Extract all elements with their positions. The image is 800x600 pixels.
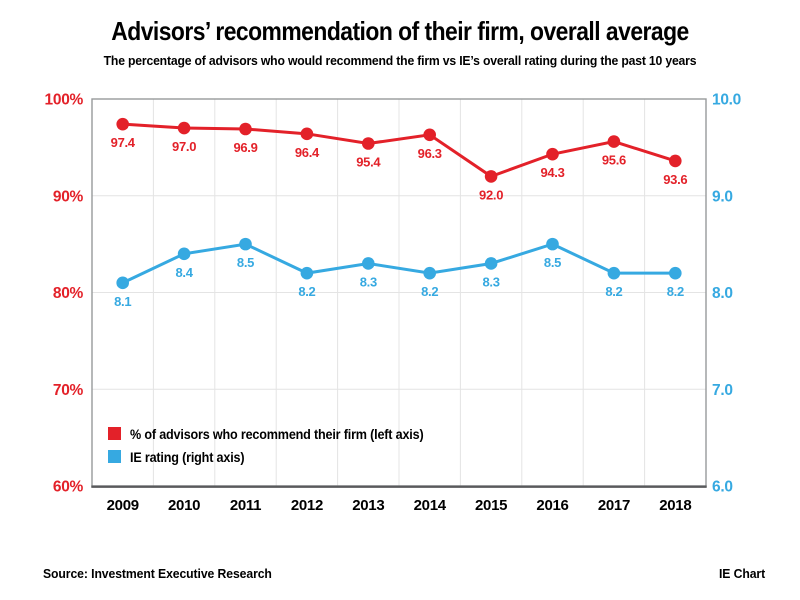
left-axis-tick-label: 70%	[53, 382, 84, 399]
data-point-label: 8.3	[483, 274, 500, 289]
data-point-label: 95.4	[356, 155, 381, 170]
legend-label: IE rating (right axis)	[130, 448, 245, 465]
chart-subtitle: The percentage of advisors who would rec…	[103, 53, 697, 68]
right-axis-tick-label: 7.0	[712, 382, 733, 399]
credit-text: IE Chart	[718, 566, 765, 581]
data-point	[669, 266, 682, 280]
data-point-label: 94.3	[540, 165, 564, 180]
data-point	[423, 266, 437, 280]
data-point-label: 8.2	[421, 284, 438, 299]
right-axis-tick-label: 10.0	[712, 92, 741, 109]
legend-item-recommend: % of advisors who recommend their firm (…	[108, 424, 456, 443]
data-point-label: 8.3	[360, 274, 377, 289]
data-point	[546, 147, 559, 161]
data-point	[607, 266, 621, 280]
data-point	[177, 121, 191, 135]
data-point	[177, 247, 191, 261]
data-point	[116, 117, 129, 131]
data-point-label: 8.2	[667, 284, 684, 299]
chart-legend: % of advisors who recommend their firm (…	[108, 424, 456, 470]
legend-item-ie-rating: IE rating (right axis)	[108, 447, 456, 466]
data-point-label: 96.3	[418, 146, 442, 161]
data-point-label: 93.6	[663, 172, 687, 187]
x-axis-tick-label: 2011	[230, 497, 261, 514]
line-chart-canvas: 97.4 97.0 96.9 96.4 95.4 96.3 92.0 94.3 95.6 93.6…	[45, 92, 742, 515]
left-axis-tick-label: 80%	[53, 285, 84, 302]
data-point	[239, 122, 252, 136]
right-axis-tick-label: 6.0	[712, 479, 733, 496]
right-axis-tick-label: 8.0	[712, 285, 733, 302]
data-point	[300, 127, 314, 141]
data-point	[484, 170, 498, 183]
data-point	[300, 266, 314, 280]
x-axis-tick-label: 2012	[291, 497, 323, 514]
chart-title: Advisors’ recommendation of their firm, …	[111, 16, 689, 46]
chart-footer: Source: Investment Executive Research IE…	[43, 566, 765, 581]
data-point-label: 8.2	[605, 284, 622, 299]
legend-label: % of advisors who recommend their firm (…	[130, 425, 424, 442]
data-point-label: 96.4	[295, 145, 320, 160]
left-axis-tick-label: 100%	[45, 92, 84, 109]
x-axis-tick-label: 2016	[536, 497, 568, 514]
data-point-label: 96.9	[233, 140, 257, 155]
right-axis-tick-label: 9.0	[712, 188, 733, 205]
data-point	[423, 128, 437, 142]
left-axis-tick-label: 60%	[53, 479, 84, 496]
data-point	[546, 237, 559, 251]
source-text: Source: Investment Executive Research	[43, 566, 272, 581]
data-point	[362, 257, 375, 270]
x-axis-tick-label: 2010	[168, 497, 200, 514]
data-point	[484, 257, 498, 270]
legend-blue-swatch	[108, 450, 121, 463]
data-point-label: 95.6	[602, 153, 626, 168]
data-point-label: 8.4	[176, 265, 194, 280]
x-axis-tick-label: 2013	[352, 497, 384, 514]
data-point	[362, 137, 375, 150]
data-point-label: 8.2	[298, 284, 315, 299]
data-point-label: 92.0	[479, 187, 503, 202]
x-axis-tick-label: 2015	[475, 497, 507, 514]
data-point	[669, 154, 682, 168]
data-point	[116, 276, 129, 290]
data-point	[239, 237, 252, 251]
data-point-label: 97.4	[111, 135, 136, 150]
data-point-label: 8.5	[544, 255, 561, 270]
legend-red-swatch	[108, 427, 121, 440]
series-line-ie-rating	[122, 242, 676, 285]
x-axis-tick-label: 2009	[107, 497, 139, 514]
left-axis-tick-label: 90%	[53, 188, 84, 205]
series-line-recommend	[122, 122, 676, 179]
data-point-label: 8.5	[237, 255, 254, 270]
data-point-label: 97.0	[172, 139, 196, 154]
x-axis-tick-label: 2017	[598, 497, 630, 514]
x-axis-tick-label: 2018	[659, 497, 691, 514]
data-point	[607, 135, 621, 148]
x-axis-tick-label: 2014	[414, 497, 447, 514]
data-point-label: 8.1	[114, 294, 131, 309]
